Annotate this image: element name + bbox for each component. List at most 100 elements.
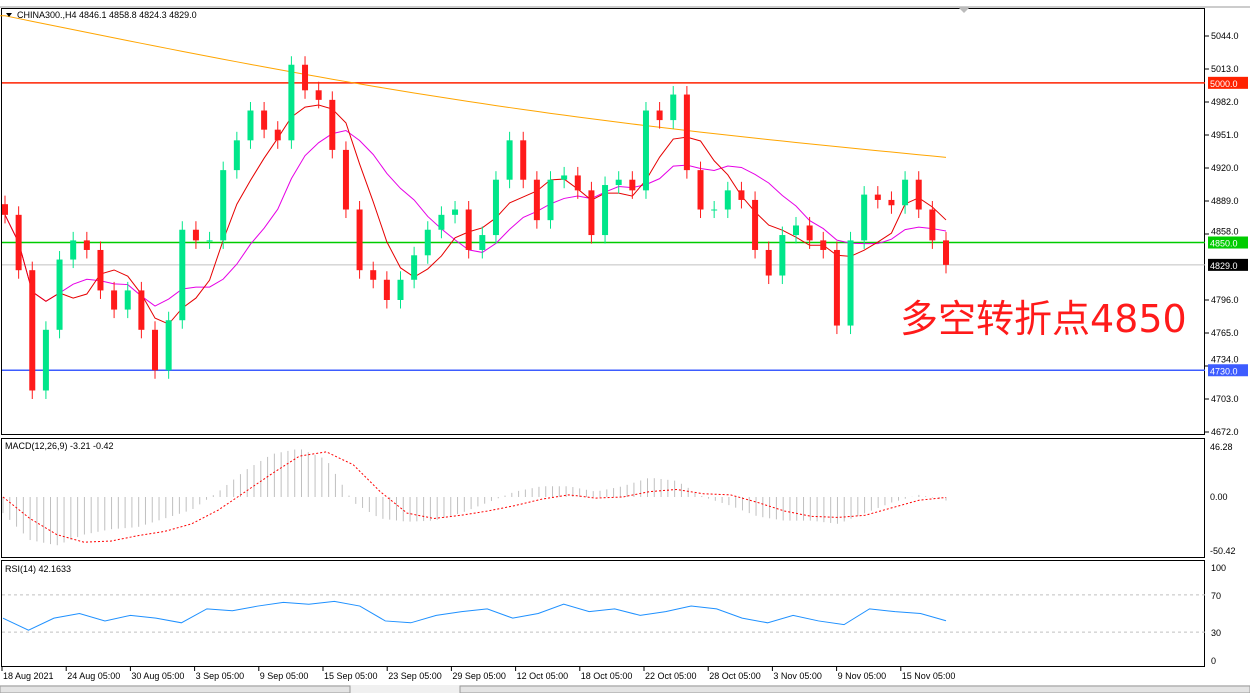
candle-body — [792, 225, 799, 236]
candle-body — [329, 99, 336, 150]
candle-body — [70, 240, 77, 260]
time-tick-label: 15 Sep 05:00 — [324, 671, 378, 681]
macd-signal-line — [2, 451, 947, 543]
time-tick-label: 29 Sep 05:00 — [452, 671, 506, 681]
candle-body — [56, 259, 63, 330]
candle-body — [315, 90, 322, 100]
ma-fast-line — [4, 104, 947, 325]
ma-long-line — [0, 15, 947, 158]
candle-body — [697, 170, 704, 210]
price-tick-label: 5044.0 — [1211, 31, 1239, 41]
candle-body — [397, 279, 404, 300]
level-badge — [1208, 364, 1248, 377]
candle-body — [629, 179, 636, 191]
candle-body — [752, 199, 759, 250]
time-tick-label: 22 Oct 05:00 — [645, 671, 697, 681]
candle-body — [29, 270, 36, 391]
candle-body — [711, 209, 718, 211]
candle-body — [138, 290, 145, 330]
candle-body — [97, 249, 104, 291]
candle-body — [111, 290, 118, 310]
candle-body — [915, 179, 922, 210]
time-tick-label: 9 Nov 05:00 — [838, 671, 887, 681]
price-tick-label: 4703.0 — [1211, 394, 1239, 404]
price-tick-label: 5013.0 — [1211, 64, 1239, 74]
rsi-tick-label: 70 — [1211, 591, 1221, 601]
level-badge-label: 4829.0 — [1210, 261, 1238, 271]
candle-body — [492, 179, 499, 236]
time-tick-label: 24 Aug 05:00 — [67, 671, 120, 681]
main-pane — [1, 8, 1205, 435]
chart-tab — [459, 685, 1250, 693]
level-badge — [1208, 258, 1248, 271]
candle-body — [342, 149, 349, 210]
candle-body — [670, 94, 677, 121]
dropdown-triangle-icon — [6, 13, 12, 17]
candle-body — [288, 64, 295, 141]
candle-body — [602, 185, 609, 236]
candle-body — [588, 190, 595, 236]
candle-body — [370, 270, 377, 280]
candle-body — [152, 329, 159, 371]
candle-body — [561, 175, 568, 180]
macd-label: MACD(12,26,9) -3.21 -0.42 — [5, 441, 114, 451]
time-tick-label: 18 Aug 2021 — [3, 671, 54, 681]
candle-body — [642, 110, 649, 191]
candle-body — [438, 214, 445, 230]
price-tick-label: 4889.0 — [1211, 196, 1239, 206]
candle-body — [683, 94, 690, 171]
time-tick-label: 23 Sep 05:00 — [388, 671, 442, 681]
time-tick-label: 3 Sep 05:00 — [196, 671, 245, 681]
candle-body — [615, 179, 622, 186]
macd-tick-label: 46.28 — [1210, 442, 1233, 452]
level-badge-label: 4850.0 — [1210, 239, 1238, 249]
time-tick-label: 18 Oct 05:00 — [581, 671, 633, 681]
macd-pane — [1, 438, 1205, 558]
time-tick-label: 28 Oct 05:00 — [709, 671, 761, 681]
candle-body — [929, 209, 936, 241]
time-tick-label: 30 Aug 05:00 — [131, 671, 184, 681]
price-tick-label: 4982.0 — [1211, 97, 1239, 107]
candle-body — [179, 229, 186, 321]
candle-body — [261, 110, 268, 130]
price-tick-label: 4858.0 — [1211, 227, 1239, 237]
price-tick-label: 4920.0 — [1211, 163, 1239, 173]
candle-body — [424, 229, 431, 256]
time-tick-label: 15 Nov 05:00 — [902, 671, 956, 681]
candle-body — [411, 255, 418, 280]
candle-body — [738, 190, 745, 200]
candle-body — [574, 175, 581, 191]
rsi-label: RSI(14) 42.1633 — [5, 564, 71, 574]
candle-body — [2, 204, 8, 215]
candle-body — [533, 179, 540, 221]
price-tick-label: 4672.0 — [1211, 427, 1239, 437]
candle-body — [83, 240, 90, 250]
rsi-tick-label: 30 — [1211, 628, 1221, 638]
time-tick-label: 9 Sep 05:00 — [260, 671, 309, 681]
candle-body — [833, 249, 840, 326]
level-badge-label: 4730.0 — [1210, 366, 1238, 376]
candle-body — [724, 190, 731, 210]
level-badge-label: 5000.0 — [1210, 79, 1238, 89]
candle-body — [165, 320, 172, 371]
candle-body — [656, 110, 663, 121]
candle-body — [520, 140, 527, 180]
time-tick-label: 12 Oct 05:00 — [517, 671, 569, 681]
candle-body — [874, 194, 881, 200]
candle-body — [42, 329, 49, 391]
candle-body — [902, 179, 909, 206]
rsi-pane — [1, 560, 1205, 667]
candle-body — [383, 279, 390, 300]
candle-body — [820, 240, 827, 250]
scroll-marker-icon — [958, 7, 970, 13]
macd-tick-label: -50.42 — [1210, 546, 1236, 556]
annotation-text: 多空转折点4850 — [900, 297, 1187, 341]
level-badge — [1208, 76, 1248, 89]
candle-body — [943, 240, 949, 265]
price-tick-label: 4796.0 — [1211, 295, 1239, 305]
candle-body — [479, 235, 486, 250]
candle-body — [779, 235, 786, 276]
candle-body — [356, 209, 363, 271]
